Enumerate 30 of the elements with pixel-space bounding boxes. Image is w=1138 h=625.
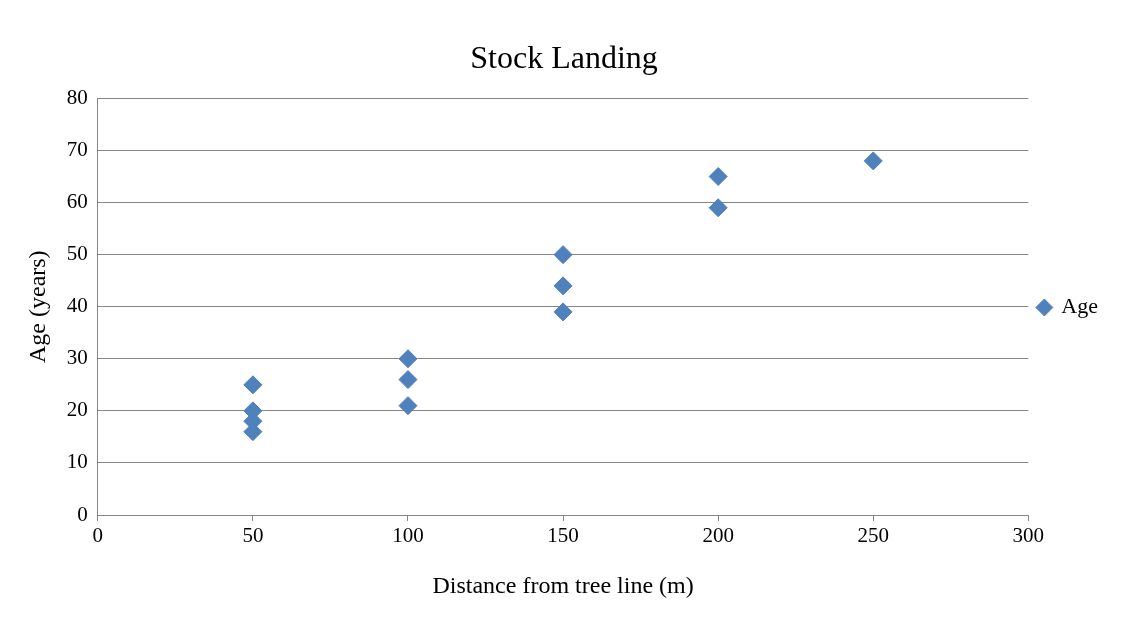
y-tick-label: 60 <box>66 189 88 214</box>
x-tick-label: 150 <box>547 523 579 548</box>
point <box>553 245 573 265</box>
x-tick-label: 300 <box>1012 523 1045 548</box>
y-tick-label: 70 <box>66 136 88 161</box>
y-tick-label: 50 <box>66 241 88 266</box>
x-tick-label: 0 <box>92 523 104 548</box>
point <box>553 302 573 322</box>
x-tick-label: 100 <box>392 523 424 548</box>
x-axis-title: Distance from tree line (m) <box>432 571 694 598</box>
y-tick-label: 80 <box>66 84 88 109</box>
point <box>708 198 728 218</box>
point <box>243 375 263 395</box>
chart-title: Stock Landing <box>470 38 658 75</box>
y-tick-label: 10 <box>66 449 88 474</box>
point <box>553 276 573 296</box>
x-tick-label: 250 <box>857 523 890 548</box>
y-tick-label: 40 <box>66 293 88 318</box>
y-tick-label: 30 <box>66 345 88 370</box>
x-tick-label: 50 <box>242 523 264 548</box>
point <box>708 167 728 187</box>
legend-label: Age <box>1061 293 1098 319</box>
point <box>398 349 418 369</box>
point <box>398 370 418 390</box>
point <box>863 151 883 171</box>
point <box>398 396 418 416</box>
x-tick-label: 200 <box>702 523 734 548</box>
y-tick-label: 0 <box>77 501 88 526</box>
y-tick-label: 20 <box>66 397 88 422</box>
y-axis-title: Age (years) <box>23 250 50 363</box>
